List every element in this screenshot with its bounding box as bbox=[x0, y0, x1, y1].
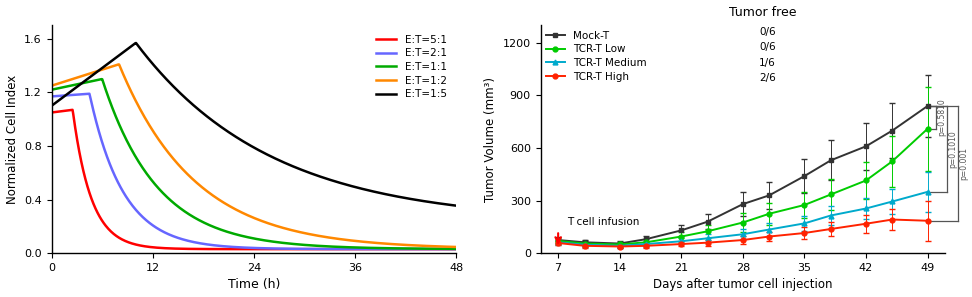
E:T=2:1 bbox=[84, 92, 95, 96]
E:T=1:2 bbox=[113, 63, 124, 66]
E:T=2:1 bbox=[46, 95, 57, 98]
E:T=1:1 bbox=[317, 244, 329, 248]
Text: p=0.001: p=0.001 bbox=[959, 147, 969, 180]
Text: 2/6: 2/6 bbox=[759, 73, 776, 83]
E:T=1:1 bbox=[118, 133, 129, 136]
E:T=1:1 bbox=[151, 184, 162, 188]
E:T=5:1 bbox=[229, 247, 241, 251]
Line: E:T=1:5: E:T=1:5 bbox=[52, 43, 456, 206]
E:T=1:5 bbox=[130, 41, 142, 45]
E:T=1:2 bbox=[285, 228, 296, 232]
E:T=1:5 bbox=[118, 50, 129, 54]
E:T=1:2 bbox=[118, 74, 129, 78]
Text: p=0.1010: p=0.1010 bbox=[949, 130, 957, 168]
E:T=5:1 bbox=[450, 247, 462, 251]
E:T=2:1 bbox=[118, 191, 129, 195]
E:T=1:5 bbox=[151, 66, 162, 70]
E:T=1:1 bbox=[95, 77, 107, 81]
X-axis label: Days after tumor cell injection: Days after tumor cell injection bbox=[653, 279, 833, 291]
E:T=1:5 bbox=[229, 135, 241, 138]
Line: E:T=1:2: E:T=1:2 bbox=[52, 64, 456, 247]
E:T=1:1 bbox=[46, 88, 57, 91]
Y-axis label: Tumor Volume (mm³): Tumor Volume (mm³) bbox=[484, 77, 497, 202]
E:T=1:2 bbox=[317, 235, 329, 238]
E:T=1:5 bbox=[351, 186, 363, 189]
Line: E:T=2:1: E:T=2:1 bbox=[52, 94, 456, 249]
E:T=2:1 bbox=[285, 247, 296, 251]
Text: 1/6: 1/6 bbox=[759, 58, 776, 67]
Text: 0/6: 0/6 bbox=[759, 42, 776, 52]
E:T=5:1 bbox=[151, 246, 162, 249]
E:T=1:5 bbox=[317, 176, 329, 179]
Legend: Mock-T, TCR-T Low, TCR-T Medium, TCR-T High: Mock-T, TCR-T Low, TCR-T Medium, TCR-T H… bbox=[545, 31, 646, 82]
E:T=5:1 bbox=[118, 238, 129, 242]
E:T=5:1 bbox=[317, 247, 329, 251]
E:T=5:1 bbox=[67, 108, 79, 112]
E:T=1:2 bbox=[229, 207, 241, 211]
Line: E:T=1:1: E:T=1:1 bbox=[52, 79, 456, 249]
Text: T cell infusion: T cell infusion bbox=[567, 217, 640, 227]
E:T=5:1 bbox=[285, 247, 296, 251]
Text: p=0.5810: p=0.5810 bbox=[938, 99, 947, 136]
X-axis label: Time (h): Time (h) bbox=[227, 279, 280, 291]
E:T=2:1 bbox=[151, 226, 162, 230]
Text: Tumor free: Tumor free bbox=[729, 6, 797, 19]
E:T=1:1 bbox=[450, 247, 462, 251]
E:T=1:1 bbox=[229, 232, 241, 236]
Legend: E:T=5:1, E:T=2:1, E:T=1:1, E:T=1:2, E:T=1:5: E:T=5:1, E:T=2:1, E:T=1:1, E:T=1:2, E:T=… bbox=[371, 31, 451, 104]
E:T=2:1 bbox=[317, 247, 329, 251]
E:T=5:1 bbox=[46, 111, 57, 114]
E:T=5:1 bbox=[351, 247, 363, 251]
Y-axis label: Normalized Cell Index: Normalized Cell Index bbox=[6, 75, 18, 204]
Line: E:T=5:1: E:T=5:1 bbox=[52, 110, 456, 249]
E:T=1:2 bbox=[151, 134, 162, 138]
E:T=2:1 bbox=[351, 247, 363, 251]
E:T=2:1 bbox=[229, 245, 241, 249]
E:T=1:5 bbox=[46, 104, 57, 108]
E:T=1:2 bbox=[450, 245, 462, 249]
Text: 0/6: 0/6 bbox=[759, 26, 776, 37]
E:T=2:1 bbox=[450, 247, 462, 251]
E:T=1:1 bbox=[285, 242, 296, 246]
E:T=1:2 bbox=[351, 239, 363, 243]
E:T=1:2 bbox=[46, 84, 57, 88]
E:T=1:5 bbox=[450, 204, 462, 207]
E:T=1:1 bbox=[351, 246, 363, 249]
E:T=1:5 bbox=[285, 164, 296, 167]
